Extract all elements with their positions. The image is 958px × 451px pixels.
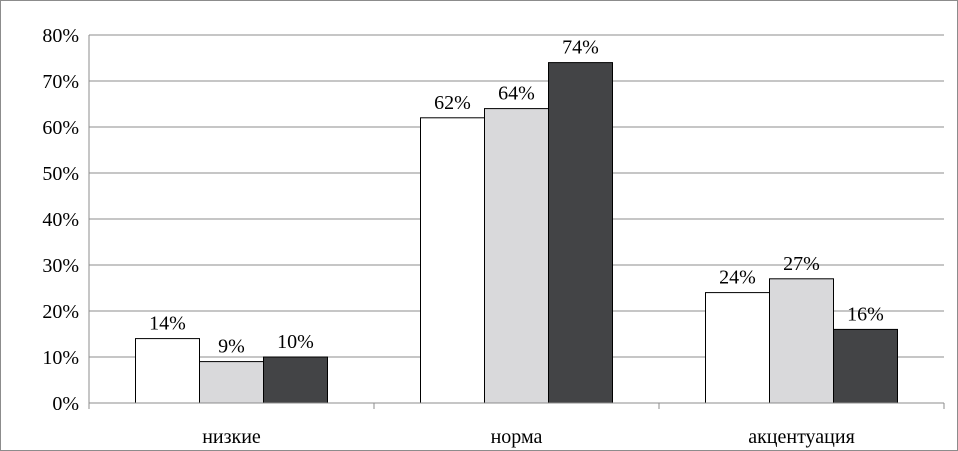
bar — [769, 278, 834, 404]
bar — [420, 117, 485, 404]
data-label: 10% — [277, 331, 314, 353]
bar — [263, 356, 328, 404]
y-tick-label: 70% — [42, 71, 79, 93]
axes — [88, 35, 945, 409]
bar — [705, 292, 770, 404]
x-category-label: низкие — [202, 426, 261, 448]
x-category-label: норма — [491, 426, 543, 448]
data-label: 62% — [434, 92, 471, 114]
data-label: 14% — [149, 313, 186, 335]
y-tick-label: 80% — [42, 25, 79, 47]
y-tick-label: 60% — [42, 117, 79, 139]
y-tick-label: 10% — [42, 347, 79, 369]
bars — [135, 62, 898, 404]
data-label: 64% — [498, 83, 535, 105]
x-category-label: акцентуация — [748, 426, 855, 448]
data-label: 9% — [218, 336, 245, 358]
bar — [484, 108, 549, 404]
bar — [199, 361, 264, 404]
labels: 0% 10% 20% 30% 40% 50% 60% 70% 80% 14% 9% 10% низкие… — [42, 25, 884, 448]
data-label: 74% — [562, 37, 599, 59]
bar — [135, 338, 200, 404]
y-tick-label: 30% — [42, 255, 79, 277]
y-tick-label: 20% — [42, 301, 79, 323]
data-label: 27% — [783, 253, 820, 275]
bar — [833, 328, 898, 404]
y-tick-label: 50% — [42, 163, 79, 185]
data-label: 16% — [847, 303, 884, 325]
bar — [548, 62, 613, 404]
y-tick-label: 40% — [42, 209, 79, 231]
y-tick-label: 0% — [52, 393, 79, 415]
data-label: 24% — [719, 267, 756, 289]
